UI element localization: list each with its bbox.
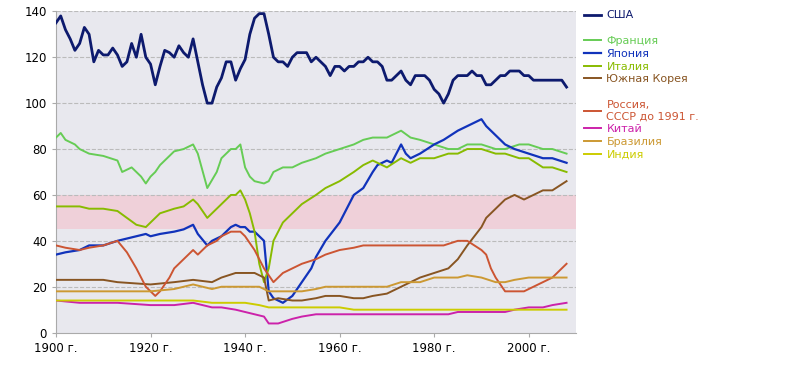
Legend: США,  , Франция, Япония, Италия, Южная Корея,  , Россия,
СССР до 1991 г., Китай,: США, , Франция, Япония, Италия, Южная Ко… (584, 11, 699, 160)
Bar (56, 195, 576, 229)
